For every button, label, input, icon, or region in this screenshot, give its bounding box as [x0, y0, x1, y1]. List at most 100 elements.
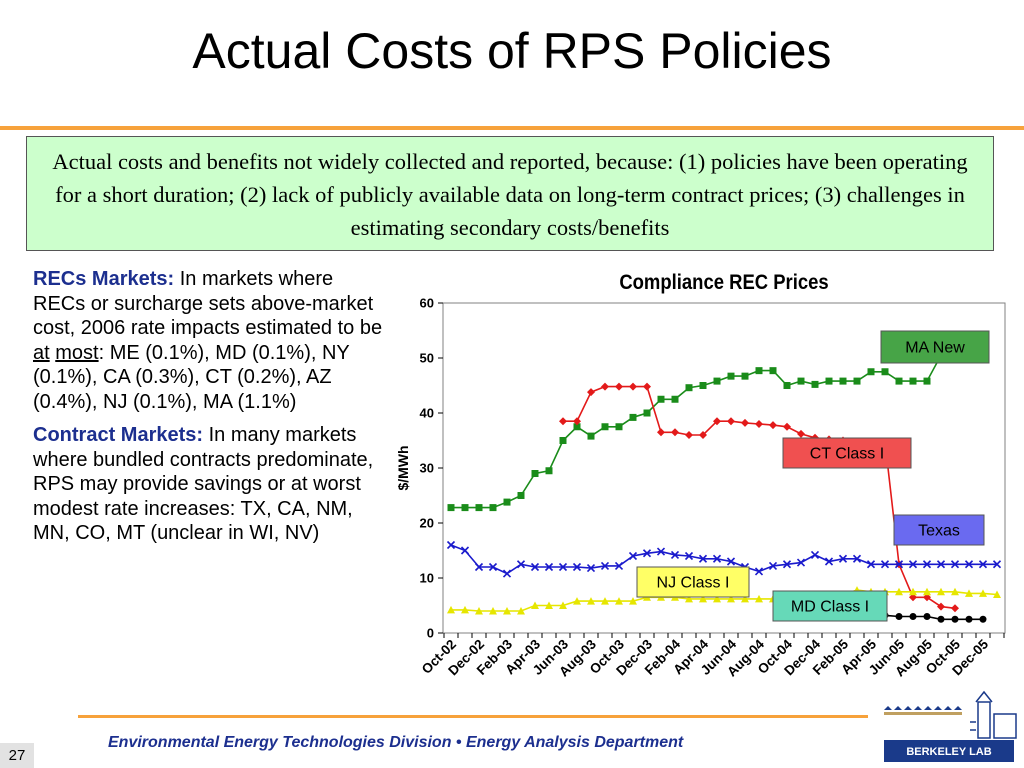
data-point-nj-class-i	[937, 587, 945, 596]
data-point-ma-new	[881, 368, 889, 376]
left-text-block: RECs Markets: In markets where RECs or s…	[33, 267, 383, 555]
y-tick-label: 50	[420, 351, 434, 366]
data-point-ct-class-i	[783, 422, 791, 431]
data-point-ma-new	[559, 437, 567, 444]
series-label-texas: Texas	[918, 523, 960, 540]
data-point-ct-class-i	[615, 382, 623, 391]
data-point-ma-new	[923, 377, 931, 385]
data-point-ma-new	[615, 423, 623, 431]
data-point-ma-new	[461, 504, 469, 512]
data-point-texas	[558, 562, 568, 572]
data-point-ma-new	[867, 368, 875, 376]
data-point-texas	[628, 551, 638, 561]
data-point-nj-class-i	[447, 605, 455, 614]
data-point-ma-new	[825, 377, 833, 385]
data-point-nj-class-i	[559, 601, 567, 609]
series-line-nj-class-i	[451, 589, 998, 612]
data-point-texas	[530, 562, 540, 572]
berkeley-lab-logo: BERKELEY LAB	[884, 690, 1017, 762]
data-point-texas	[516, 560, 526, 569]
data-point-texas	[544, 562, 554, 572]
data-point-nj-class-i	[629, 597, 637, 605]
data-point-md-class-i	[895, 613, 903, 620]
data-point-nj-class-i	[965, 589, 973, 597]
data-point-texas	[586, 564, 596, 573]
y-tick-label: 0	[427, 626, 434, 641]
data-point-texas	[600, 561, 610, 570]
data-point-ct-class-i	[797, 429, 805, 438]
data-point-ct-class-i	[671, 428, 679, 437]
page-number: 27	[0, 743, 34, 768]
data-point-texas	[908, 560, 918, 569]
data-point-ma-new	[657, 395, 665, 403]
data-point-ct-class-i	[643, 382, 651, 391]
data-point-texas	[796, 558, 806, 567]
data-point-nj-class-i	[601, 597, 609, 605]
footer-divider	[78, 715, 868, 718]
data-point-nj-class-i	[461, 605, 469, 614]
data-point-texas	[782, 560, 792, 569]
y-tick-label: 60	[420, 296, 434, 311]
title-divider	[0, 126, 1024, 130]
data-point-ct-class-i	[587, 388, 595, 397]
data-point-nj-class-i	[923, 587, 931, 596]
data-point-texas	[852, 554, 862, 563]
data-point-ct-class-i	[937, 602, 945, 611]
series-label-ct-class-i: CT Class I	[810, 446, 884, 463]
recs-heading: RECs Markets:	[33, 268, 175, 290]
data-point-texas	[726, 557, 736, 566]
data-point-md-class-i	[937, 615, 945, 623]
series-label-ma-new: MA New	[905, 340, 965, 357]
data-point-md-class-i	[965, 615, 973, 623]
data-point-nj-class-i	[685, 594, 693, 603]
data-point-nj-class-i	[503, 607, 511, 615]
data-point-ma-new	[545, 467, 553, 475]
data-point-ct-class-i	[657, 428, 665, 437]
data-point-nj-class-i	[587, 597, 595, 605]
data-point-ma-new	[797, 377, 805, 385]
data-point-nj-class-i	[489, 607, 497, 615]
recs-at: at	[33, 341, 50, 364]
data-point-texas	[642, 549, 652, 558]
data-point-texas	[810, 550, 820, 559]
data-point-texas	[838, 554, 848, 563]
data-point-nj-class-i	[573, 597, 581, 605]
data-point-nj-class-i	[909, 587, 917, 596]
data-point-texas	[572, 562, 582, 572]
rec-prices-chart: Compliance REC Prices0102030405060$/MWhO…	[395, 271, 1006, 679]
y-axis-label: $/MWh	[395, 445, 411, 490]
data-point-ma-new	[643, 409, 651, 417]
data-point-ct-class-i	[699, 431, 707, 439]
series-label-box-ct-class-i	[782, 437, 912, 469]
data-point-ma-new	[573, 423, 581, 431]
data-point-texas	[936, 560, 946, 569]
data-point-ct-class-i	[741, 418, 749, 427]
series-line-texas	[450, 544, 997, 575]
series-label-box-nj-class-i	[636, 566, 750, 598]
data-point-nj-class-i	[951, 587, 959, 596]
data-point-texas	[684, 551, 694, 561]
data-point-nj-class-i	[517, 607, 525, 615]
data-point-texas	[964, 560, 974, 569]
data-point-ma-new	[475, 504, 483, 512]
series-label-box-md-class-i	[772, 590, 888, 622]
data-point-texas	[992, 560, 1002, 569]
data-point-ct-class-i	[601, 382, 609, 391]
recs-most: most	[55, 341, 99, 364]
contract-heading: Contract Markets:	[33, 424, 204, 446]
data-point-ma-new	[909, 377, 917, 385]
data-point-ct-class-i	[713, 417, 721, 426]
data-point-ma-new	[839, 377, 847, 385]
footer-text: Environmental Energy Technologies Divisi…	[108, 734, 684, 751]
data-point-ma-new	[531, 470, 539, 477]
data-point-ma-new	[601, 423, 609, 431]
data-point-ma-new	[853, 377, 861, 385]
data-point-ma-new	[783, 382, 791, 389]
data-point-ma-new	[517, 492, 525, 499]
data-point-md-class-i	[923, 613, 931, 620]
data-point-nj-class-i	[755, 594, 763, 603]
summary-callout: Actual costs and benefits not widely col…	[26, 136, 994, 251]
data-point-texas	[824, 557, 834, 566]
series-label-box-texas	[893, 514, 985, 546]
series-label-md-class-i: MD Class I	[791, 599, 869, 616]
